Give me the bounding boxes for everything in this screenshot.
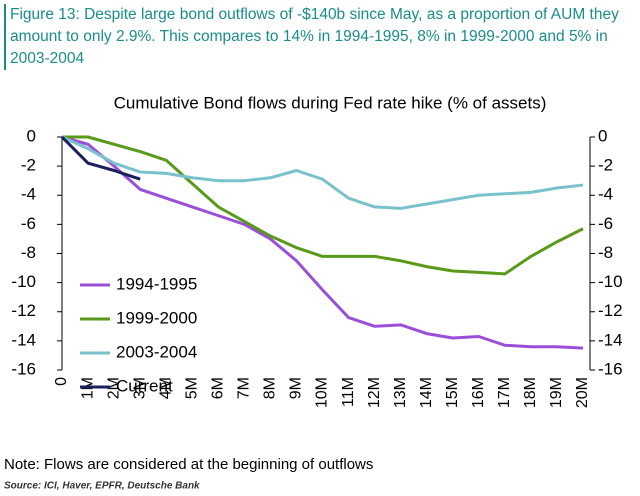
x-tick-label: 9M [288, 377, 305, 399]
x-tick-label: 0 [53, 377, 70, 386]
y2-tick-label: -16 [598, 359, 623, 378]
legend-label: 1994-1995 [116, 274, 197, 293]
x-tick-label: 2M [105, 377, 122, 399]
legend-label: Current [116, 376, 173, 395]
legend-label: 2003-2004 [116, 342, 197, 361]
x-tick-label: 17M [496, 377, 513, 408]
y2-tick-label: -8 [598, 243, 613, 262]
x-tick-label: 3M [131, 377, 148, 399]
y2-tick-label: -12 [598, 301, 623, 320]
x-tick-label: 11M [340, 377, 357, 407]
source: Source: ICI, Haver, EPFR, Deutsche Bank [4, 481, 200, 492]
x-tick-label: 6M [210, 377, 227, 399]
x-tick-label: 20M [574, 377, 591, 408]
y-tick-label: -14 [11, 330, 36, 349]
series-line [61, 135, 584, 350]
x-tick-label: 7M [236, 377, 253, 399]
series-line [60, 135, 141, 181]
y2-tick-label: -6 [598, 214, 613, 233]
y-tick-label: 0 [27, 126, 36, 145]
y-tick-label: -16 [11, 359, 36, 378]
y-tick-label: -2 [21, 156, 36, 175]
x-tick-label: 5M [183, 377, 200, 399]
note: Note: Flows are considered at the beginn… [4, 456, 373, 473]
y2-tick-label: -10 [598, 272, 623, 291]
y2-tick-label: -14 [598, 330, 623, 349]
x-tick-label: 8M [262, 377, 279, 399]
x-tick-label: 12M [366, 377, 383, 408]
x-tick-label: 18M [522, 377, 539, 408]
y2-tick-label: 0 [598, 126, 607, 145]
x-tick-label: 14M [418, 377, 435, 408]
chart-title: Cumulative Bond flows during Fed rate hi… [114, 93, 547, 112]
legend-label: 1999-2000 [116, 308, 197, 327]
y2-tick-label: -2 [598, 156, 613, 175]
x-tick-label: 10M [314, 377, 331, 408]
y-tick-label: -4 [21, 185, 36, 204]
y-tick-label: -12 [11, 301, 36, 320]
y2-tick-label: -4 [598, 185, 613, 204]
x-tick-label: 15M [444, 377, 461, 408]
x-tick-label: 13M [392, 377, 409, 408]
y-tick-label: -8 [21, 243, 36, 262]
y-tick-label: -10 [11, 272, 36, 291]
caption: Figure 13: Despite large bond outflows o… [4, 4, 634, 70]
x-tick-label: 19M [548, 377, 565, 408]
series-line [62, 135, 584, 276]
series-line [61, 135, 584, 210]
x-tick-label: 4M [157, 377, 174, 399]
x-tick-label: 16M [470, 377, 487, 408]
y-tick-label: -6 [21, 214, 36, 233]
